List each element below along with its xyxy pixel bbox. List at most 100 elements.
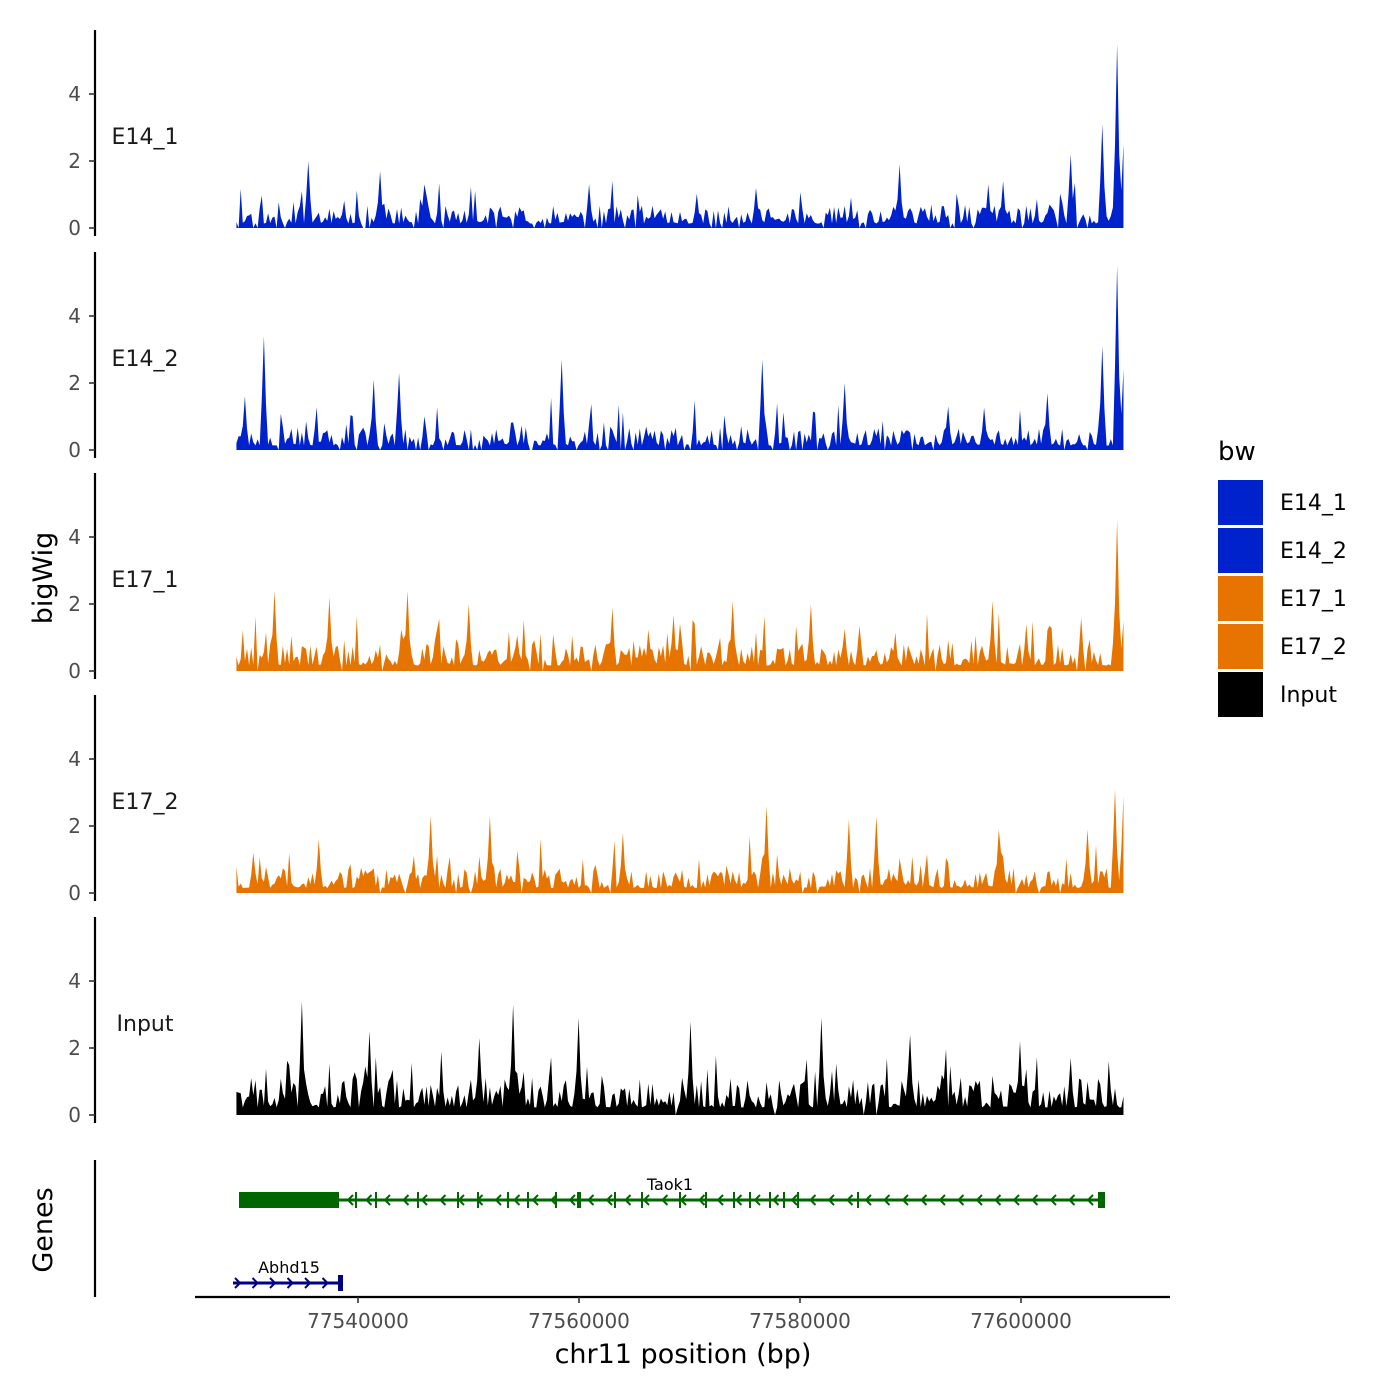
legend-title: bw <box>1218 437 1256 467</box>
y-tick-label: 0 <box>68 438 81 462</box>
coverage-area-E17_2 <box>236 789 1124 893</box>
strand-arrow <box>304 1277 312 1289</box>
x-tick-label: 77560000 <box>528 1309 630 1333</box>
strand-arrow <box>790 1194 798 1206</box>
track-E17_2: 0 2 4 E17_2 <box>68 695 1124 905</box>
x-tick-label: 77540000 <box>307 1309 409 1333</box>
y-tick-label: 0 <box>68 1103 81 1127</box>
y-tick-label: 4 <box>68 747 81 771</box>
gene-Abhd15: Abhd15 <box>233 1258 343 1291</box>
strand-arrow <box>457 1194 465 1206</box>
strand-arrow <box>1049 1194 1057 1206</box>
y-tick-label: 2 <box>68 149 81 173</box>
x-axis-title: chr11 position (bp) <box>555 1339 812 1370</box>
legend-swatch <box>1218 528 1263 573</box>
coverage-area-E14_1 <box>236 43 1124 228</box>
strand-arrow <box>827 1194 835 1206</box>
x-axis: 77540000 77560000 77580000 77600000 <box>195 1295 1170 1333</box>
strand-arrow <box>624 1194 632 1206</box>
strand-arrow <box>920 1194 928 1206</box>
legend-swatch <box>1218 576 1263 621</box>
strand-arrow <box>402 1194 410 1206</box>
strand-arrow <box>975 1194 983 1206</box>
legend-swatch <box>1218 480 1263 525</box>
strand-arrow <box>1068 1194 1076 1206</box>
y-tick-label: 0 <box>68 659 81 683</box>
legend-label: E17_1 <box>1280 587 1347 612</box>
y-tick-label: 4 <box>68 82 81 106</box>
strand-arrow <box>679 1194 687 1206</box>
y-tick-label: 4 <box>68 525 81 549</box>
strand-arrow <box>716 1194 724 1206</box>
strand-arrow <box>901 1194 909 1206</box>
strand-arrow <box>234 1277 242 1289</box>
strand-arrow <box>883 1194 891 1206</box>
y-tick-label: 2 <box>68 371 81 395</box>
strand-arrow <box>513 1194 521 1206</box>
gene-label: Taok1 <box>646 1175 693 1194</box>
legend: bw E14_1 E14_2 E17_1 E17_2 Input <box>1218 437 1347 717</box>
legend-swatch <box>1218 672 1263 717</box>
gene-exon <box>338 1275 343 1291</box>
y-tick-label: 4 <box>68 304 81 328</box>
legend-label: E14_1 <box>1280 491 1347 516</box>
gene-label: Abhd15 <box>258 1258 320 1277</box>
strand-arrow <box>1086 1194 1094 1206</box>
strand-arrow <box>642 1194 650 1206</box>
track-E14_1: 0 2 4 E14_1 <box>68 30 1124 240</box>
strand-arrow <box>365 1194 373 1206</box>
y-tick-label: 2 <box>68 1036 81 1060</box>
strand-arrow <box>1012 1194 1020 1206</box>
coverage-area-E14_2 <box>236 265 1124 450</box>
strand-arrow <box>994 1194 1002 1206</box>
strand-arrow <box>809 1194 817 1206</box>
track-label: E14_1 <box>112 125 179 150</box>
x-tick-label: 77600000 <box>970 1309 1072 1333</box>
track-E17_1: 0 2 4 E17_1 <box>68 473 1124 683</box>
coverage-area-E17_1 <box>236 520 1124 671</box>
strand-arrow <box>346 1194 354 1206</box>
coverage-tracks: 0 2 4 E14_1 0 2 4 E14_2 0 2 4 E17_1 0 2 4 E17_2 0 2 4 Input <box>68 30 1124 1127</box>
strand-arrow <box>251 1277 259 1289</box>
strand-arrow <box>605 1194 613 1206</box>
strand-arrow <box>269 1277 277 1289</box>
strand-arrow <box>476 1194 484 1206</box>
y-tick-label: 4 <box>68 969 81 993</box>
legend-label: E14_2 <box>1280 539 1347 564</box>
strand-arrow <box>1031 1194 1039 1206</box>
track-label: E17_2 <box>112 790 179 815</box>
strand-arrow <box>494 1194 502 1206</box>
strand-arrow <box>550 1194 558 1206</box>
track-E14_2: 0 2 4 E14_2 <box>68 252 1124 462</box>
strand-arrow <box>735 1194 743 1206</box>
track-label: E14_2 <box>112 347 179 372</box>
genes-axis-title: Genes <box>28 1187 59 1272</box>
y-axis-title: bigWig <box>28 532 59 625</box>
strand-arrow <box>846 1194 854 1206</box>
strand-arrow <box>321 1277 329 1289</box>
gene-Taok1: Taok1 <box>239 1175 1105 1208</box>
strand-arrow <box>587 1194 595 1206</box>
strand-arrow <box>420 1194 428 1206</box>
coverage-area-Input <box>236 1001 1124 1115</box>
gene-thick-exon <box>239 1192 339 1208</box>
legend-label: Input <box>1280 683 1337 708</box>
strand-arrow <box>938 1194 946 1206</box>
strand-arrow <box>286 1277 294 1289</box>
legend-swatch <box>1218 624 1263 669</box>
strand-arrow <box>661 1194 669 1206</box>
strand-arrow <box>698 1194 706 1206</box>
strand-arrow <box>864 1194 872 1206</box>
gene-track: Taok1 Abhd15 <box>93 1160 1105 1297</box>
strand-arrow <box>439 1194 447 1206</box>
track-label: Input <box>117 1012 174 1037</box>
track-Input: 0 2 4 Input <box>68 917 1124 1127</box>
strand-arrow <box>383 1194 391 1206</box>
y-tick-label: 2 <box>68 814 81 838</box>
strand-arrow <box>753 1194 761 1206</box>
strand-arrow <box>772 1194 780 1206</box>
gene-exon <box>1098 1192 1105 1208</box>
strand-arrow <box>568 1194 576 1206</box>
legend-label: E17_2 <box>1280 635 1347 660</box>
